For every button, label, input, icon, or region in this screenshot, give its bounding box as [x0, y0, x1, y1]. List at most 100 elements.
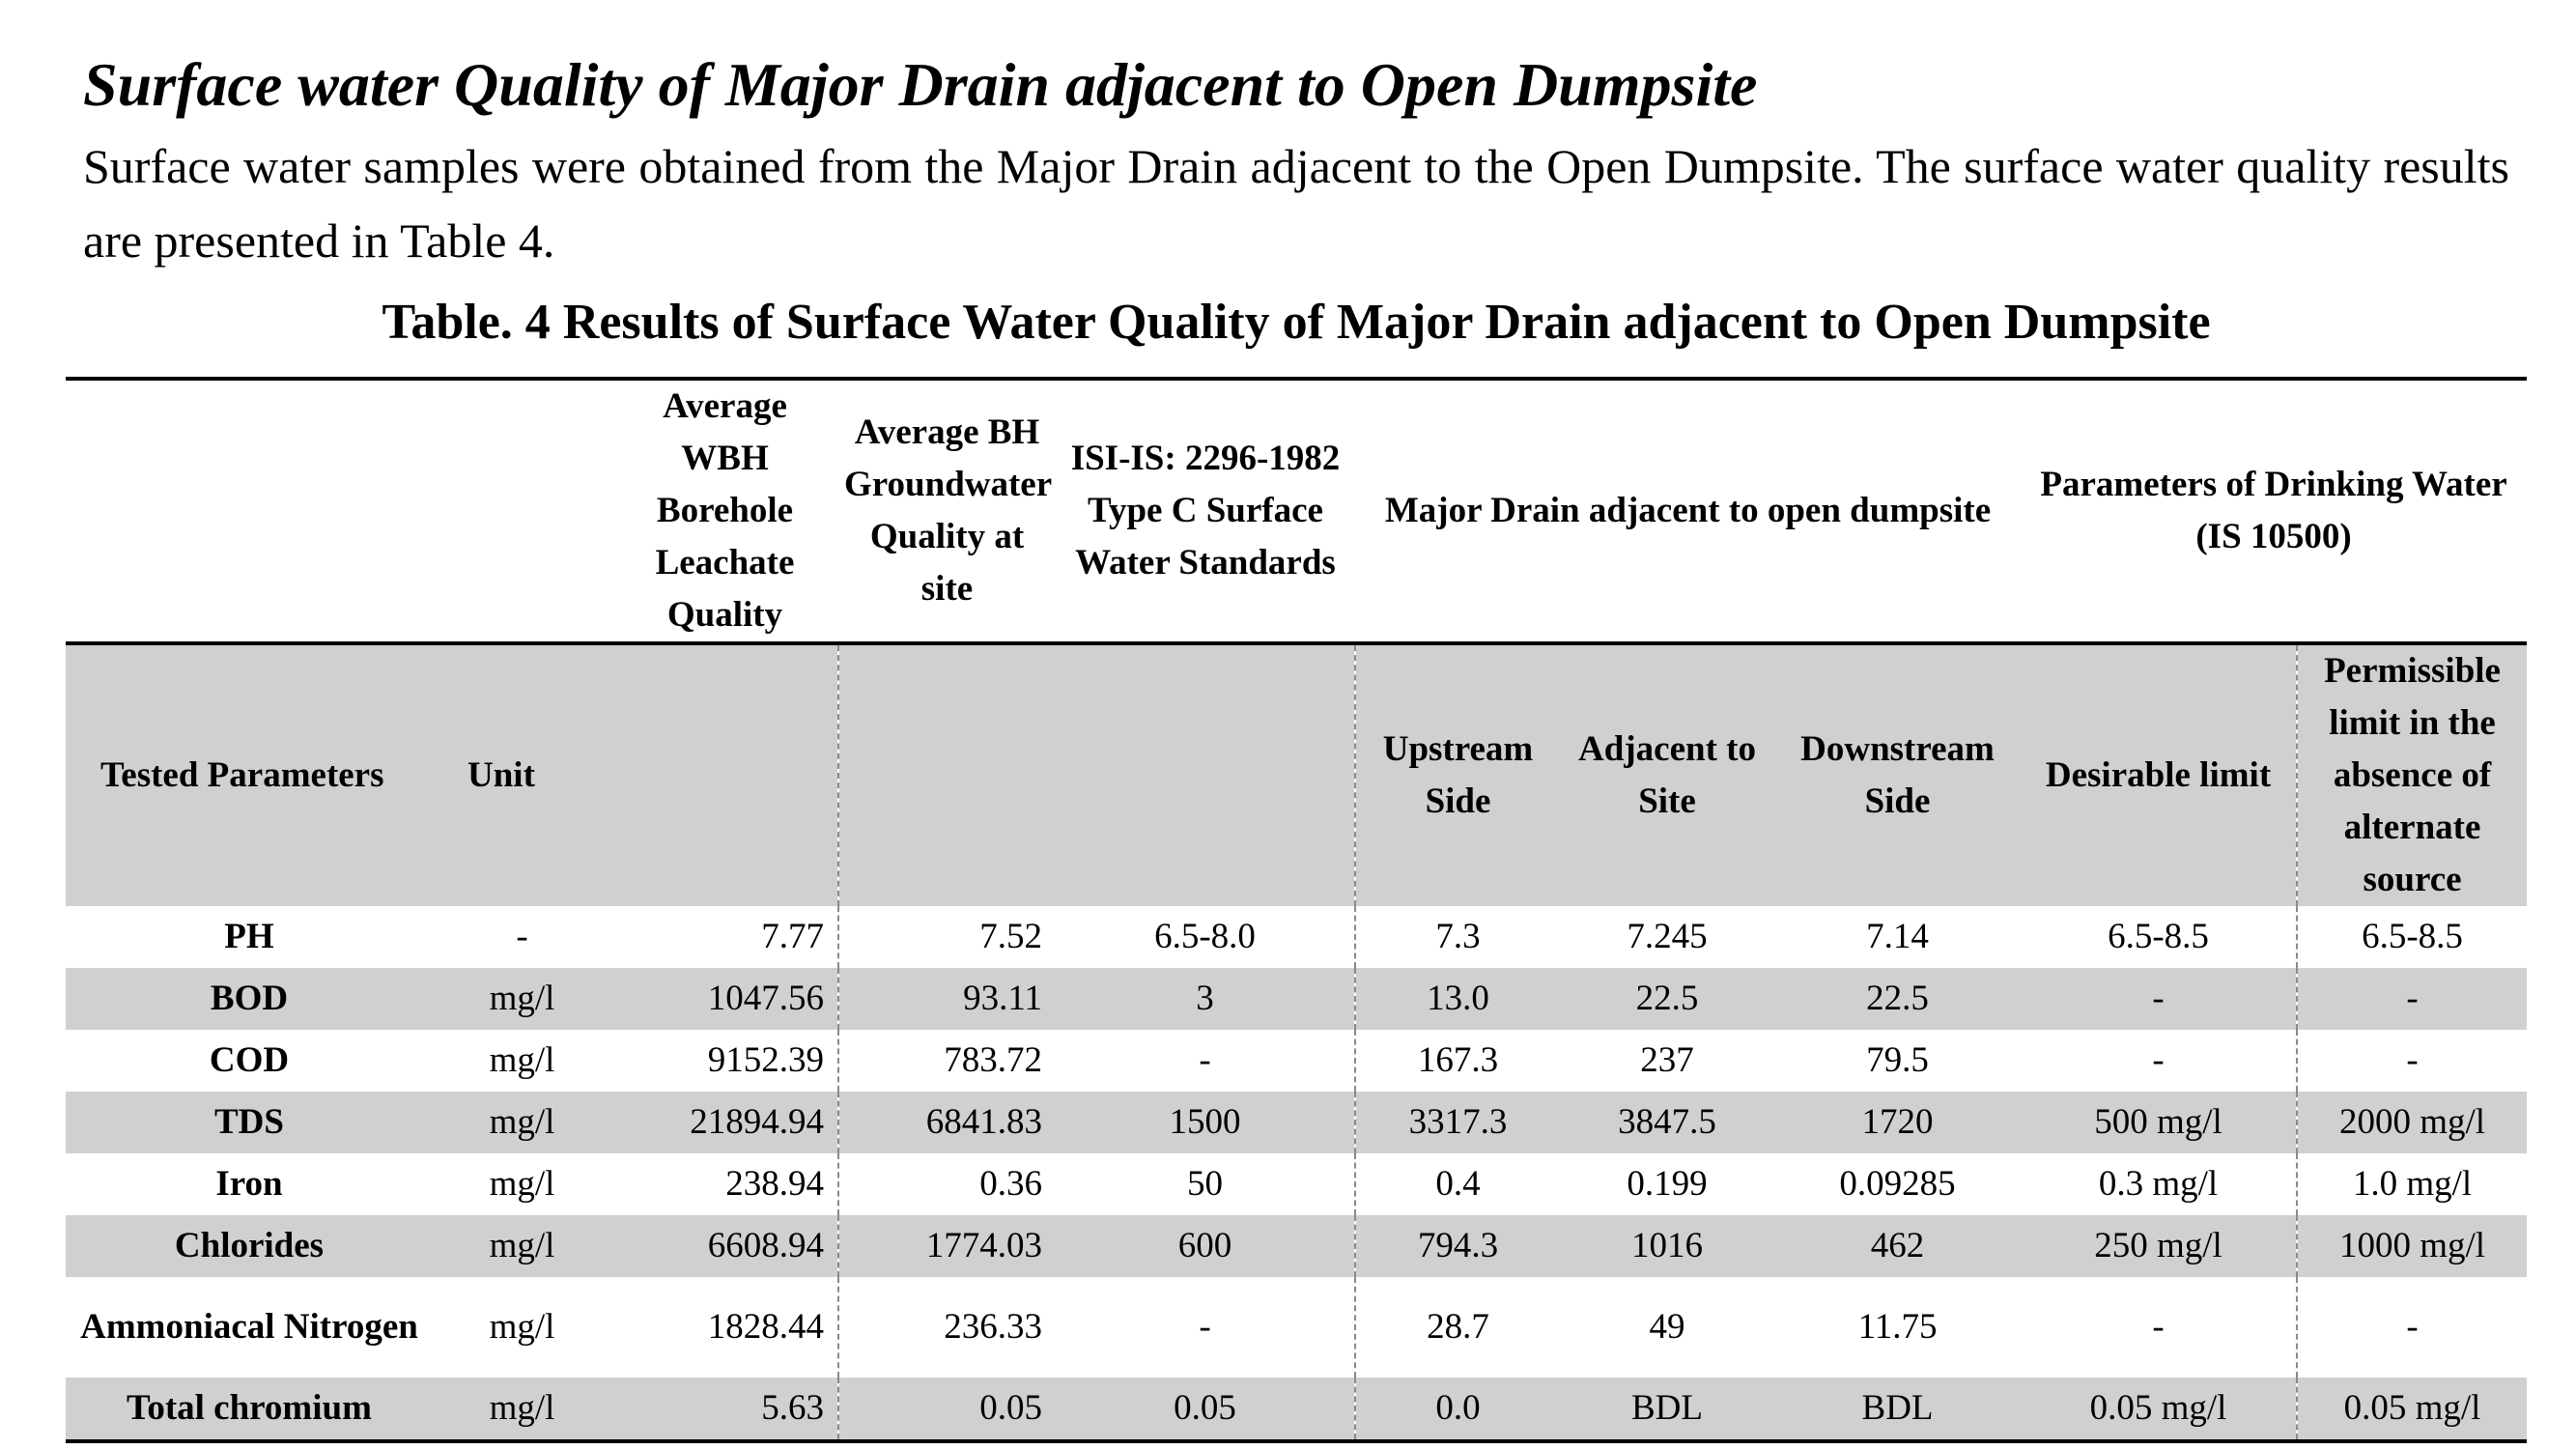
cell-upstream: 28.7	[1427, 1307, 1489, 1347]
cell-avg-bh: 0.05	[838, 1378, 1056, 1443]
cell-avg-bh: 6841.83	[838, 1092, 1056, 1153]
cell-downstream: 0.09285	[1839, 1164, 1956, 1204]
header-adjacent: Adjacent to Site	[1560, 643, 1774, 906]
table-row: COD mg/l 9152.39 783.72-167.3 237 79.5- -	[66, 1030, 2527, 1092]
header-major-drain: Major Drain adjacent to open dumpsite	[1355, 377, 2022, 645]
cell-upstream: 0.4	[1435, 1164, 1481, 1204]
cell-unit: mg/l	[433, 1378, 611, 1443]
cell-upstream: 0.0	[1355, 1378, 1560, 1443]
cell-upstream: 3317.3	[1355, 1092, 1560, 1153]
cell-permissible: 0.05 mg/l	[2297, 1378, 2528, 1443]
cell-desirable: 500 mg/l	[2021, 1092, 2299, 1153]
cell-avg-bh: 93.11	[838, 968, 1056, 1030]
cell-adjacent: 0.199	[1627, 1164, 1708, 1204]
cell-adjacent: 1016	[1560, 1215, 1774, 1277]
cell-unit: mg/l	[433, 1215, 611, 1277]
header-tested-parameters: Tested Parameters	[66, 643, 433, 906]
table-row: TDS mg/l 21894.94 6841.83 1500 3317.3 3847.5 17…	[66, 1092, 2528, 1153]
cell-unit: mg/l	[489, 1307, 555, 1347]
cell-avg-bh: 1774.03	[838, 1215, 1056, 1277]
cell-adjacent: 237	[1640, 1040, 1694, 1080]
cell-permissible: -	[2297, 968, 2528, 1030]
cell-permissible: 1000 mg/l	[2297, 1215, 2528, 1277]
cell-permissible: 2000 mg/l	[2297, 1092, 2528, 1153]
cell-isi: 6.5-8.0	[1056, 906, 1356, 968]
header-blank	[611, 643, 839, 906]
cell-downstream: 7.14	[1866, 917, 1929, 956]
header-permissible: Permissible limit in the absence of alte…	[2297, 643, 2528, 906]
water-quality-table: Average WBH Borehole Leachate Quality Av…	[66, 377, 2528, 1443]
cell-adjacent: 3847.5	[1560, 1092, 1774, 1153]
table-row: Iron mg/l 238.94 0.36 50 0.4 0.199 0.09285 0.3 m…	[66, 1153, 2527, 1215]
table-row: PH - 7.77 7.52 6.5-8.0 7.3 7.245 7.14 6.5-8.5 6.5…	[66, 906, 2527, 968]
header-avg-wbh: Average WBH Borehole Leachate Quality	[611, 377, 838, 645]
cell-permissible: -	[2406, 1307, 2419, 1347]
table-header-top: Average WBH Borehole Leachate Quality Av…	[66, 377, 2528, 645]
header-unit: Unit	[433, 643, 611, 906]
cell-unit: mg/l	[489, 1040, 555, 1080]
intro-paragraph: Surface water samples were obtained from…	[83, 139, 2509, 268]
cell-desirable: 0.3 mg/l	[2021, 1153, 2299, 1215]
cell-adjacent: 49	[1649, 1307, 1685, 1347]
table-row: BOD mg/l 1047.56 93.11 3 13.0 22.5 22.5- -	[66, 968, 2528, 1030]
cell-isi: -	[1056, 1277, 1356, 1378]
cell-downstream: 22.5	[1774, 968, 2022, 1030]
cell-unit: mg/l	[433, 968, 611, 1030]
cell-parameter: BOD	[66, 968, 433, 1030]
table-caption: Table. 4 Results of Surface Water Qualit…	[382, 295, 2211, 350]
cell-parameter: COD	[209, 1040, 290, 1080]
cell-isi: -	[1056, 1030, 1356, 1092]
cell-avg-bh: 7.52	[979, 917, 1042, 956]
cell-avg-bh: 236.33	[944, 1307, 1042, 1347]
cell-upstream: 7.3	[1435, 917, 1481, 956]
section-heading: Surface water Quality of Major Drain adj…	[83, 50, 1758, 119]
cell-permissible: 1.0 mg/l	[2352, 1164, 2473, 1204]
cell-adjacent: BDL	[1560, 1378, 1774, 1443]
cell-upstream: 167.3	[1417, 1040, 1499, 1080]
table-row: Total chromium mg/l 5.63 0.05 0.05 0.0 BDL BDL 0…	[66, 1378, 2528, 1443]
header-desirable: Desirable limit	[2021, 643, 2299, 906]
cell-avg-wbh: 9152.39	[611, 1030, 839, 1092]
header-blank	[66, 377, 433, 645]
cell-unit: -	[516, 917, 528, 956]
cell-isi: 600	[1056, 1215, 1356, 1277]
cell-isi: 0.05	[1056, 1378, 1356, 1443]
cell-upstream: 794.3	[1355, 1215, 1560, 1277]
cell-adjacent: 22.5	[1560, 968, 1774, 1030]
cell-permissible: -	[2406, 1040, 2419, 1080]
cell-downstream: 11.75	[1857, 1307, 1938, 1347]
header-blank	[838, 643, 1056, 906]
cell-avg-wbh: 21894.94	[611, 1092, 839, 1153]
cell-desirable: -	[2021, 1277, 2299, 1378]
cell-avg-wbh: 238.94	[611, 1153, 839, 1215]
cell-adjacent: 7.245	[1627, 917, 1708, 956]
table-body: PH - 7.77 7.52 6.5-8.0 7.3 7.245 7.14 6.5-8.5 6.5…	[66, 906, 2528, 1443]
cell-parameter: PH	[224, 917, 274, 956]
cell-desirable: 0.05 mg/l	[2021, 1378, 2299, 1443]
cell-avg-wbh: 6608.94	[611, 1215, 839, 1277]
cell-unit: mg/l	[433, 1092, 611, 1153]
cell-permissible: 6.5-8.5	[2362, 917, 2463, 956]
header-downstream: Downstream Side	[1774, 643, 2022, 906]
cell-isi: 3	[1056, 968, 1356, 1030]
cell-avg-wbh: 7.77	[611, 906, 839, 968]
cell-downstream: 462	[1774, 1215, 2022, 1277]
cell-parameter: Iron	[215, 1164, 283, 1204]
header-drinking-water: Parameters of Drinking Water (IS 10500)	[2021, 377, 2528, 645]
cell-desirable: -	[2021, 1030, 2299, 1092]
cell-unit: mg/l	[489, 1164, 555, 1204]
header-avg-bh: Average BH Groundwater Quality at site	[838, 377, 1056, 645]
cell-upstream: 13.0	[1355, 968, 1560, 1030]
table-row: Ammoniacal Nitrogen mg/l 1828.44 236.33-28.…	[66, 1277, 2527, 1378]
table-header-sub: Tested Parameters Unit Upstream Side Adj…	[66, 643, 2528, 906]
cell-parameter: Ammoniacal Nitrogen	[80, 1307, 418, 1347]
cell-avg-wbh: 1828.44	[611, 1277, 839, 1378]
cell-parameter: TDS	[66, 1092, 433, 1153]
header-upstream: Upstream Side	[1355, 643, 1560, 906]
cell-desirable: 250 mg/l	[2021, 1215, 2299, 1277]
cell-parameter: Total chromium	[66, 1378, 433, 1443]
cell-avg-bh: 0.36	[979, 1164, 1042, 1204]
table-row: Chlorides mg/l 6608.94 1774.03 600 794.3 1016 4…	[66, 1215, 2528, 1277]
cell-downstream: 79.5	[1866, 1040, 1929, 1080]
